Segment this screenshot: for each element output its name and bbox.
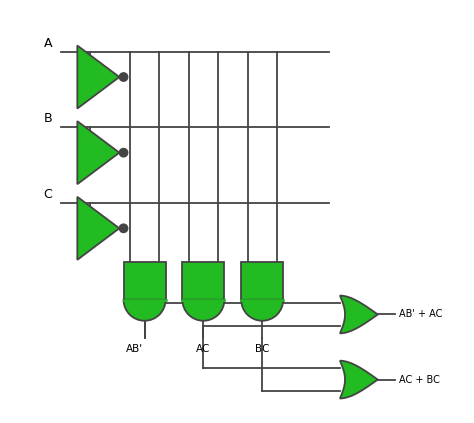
Bar — [241, 262, 283, 300]
Wedge shape — [124, 300, 165, 321]
Polygon shape — [77, 46, 119, 109]
Text: A: A — [44, 37, 52, 50]
Text: C: C — [44, 188, 53, 201]
Circle shape — [119, 224, 128, 233]
Text: AC: AC — [196, 344, 210, 354]
Text: AB': AB' — [126, 344, 143, 354]
Text: AB' + AC: AB' + AC — [399, 310, 442, 319]
Text: BC: BC — [255, 344, 269, 354]
Polygon shape — [340, 361, 378, 398]
Bar — [182, 262, 224, 300]
Polygon shape — [77, 197, 119, 260]
Wedge shape — [241, 300, 283, 321]
Polygon shape — [77, 121, 119, 184]
Circle shape — [119, 148, 128, 157]
Polygon shape — [340, 296, 378, 333]
Wedge shape — [182, 300, 224, 321]
Bar — [124, 262, 165, 300]
Text: B: B — [44, 113, 52, 125]
Text: AC + BC: AC + BC — [399, 375, 440, 385]
Circle shape — [119, 73, 128, 81]
